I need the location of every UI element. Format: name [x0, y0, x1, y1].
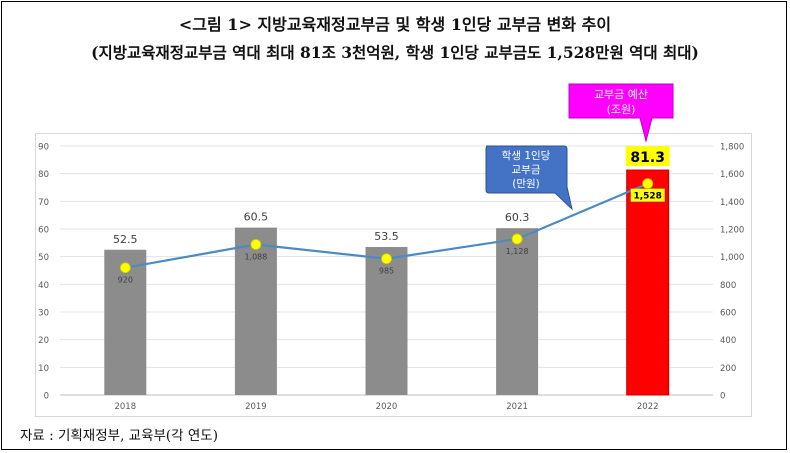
- bar-data-label: 81.3: [630, 150, 665, 166]
- per-student-callout-line1: 학생 1인당: [502, 150, 551, 162]
- y-tick-label-right: 0: [720, 392, 725, 402]
- budget-callout-line1: 교부금 예산: [594, 88, 648, 101]
- x-tick-label: 2019: [245, 402, 267, 412]
- per-student-callout-line3: (만원): [512, 178, 540, 190]
- budget-callout-shape: [568, 83, 674, 143]
- data-label-box: [625, 146, 670, 167]
- y-tick-label-right: 1,000: [720, 253, 744, 263]
- x-tick-label: 2022: [637, 402, 659, 412]
- line-marker: [381, 253, 392, 265]
- per-student-callout-line2: 교부금: [512, 164, 541, 176]
- y-tick-label-right: 800: [720, 281, 736, 291]
- y-tick-label-left: 0: [44, 392, 49, 402]
- line-marker: [642, 178, 654, 190]
- y-tick-label-left: 90: [38, 143, 49, 153]
- bar-data-label: 60.3: [505, 211, 530, 224]
- line-data-label: 1,528: [633, 192, 661, 202]
- line-marker: [250, 239, 262, 250]
- line-marker: [511, 233, 523, 245]
- figure-subtitle: (지방교육재정교부금 역대 최대 81조 3천억원, 학생 1인당 교부금도 1…: [91, 43, 699, 62]
- y-tick-label-left: 60: [38, 226, 49, 236]
- x-tick-label: 2021: [506, 402, 528, 412]
- bar-data-label: 60.5: [244, 211, 269, 224]
- bar: [626, 169, 670, 396]
- y-tick-label-right: 1,800: [720, 143, 744, 153]
- bar-data-label: 52.5: [113, 233, 138, 246]
- bar-data-label: 53.5: [374, 230, 399, 243]
- y-tick-label-left: 30: [38, 309, 49, 319]
- line-data-label: 920: [118, 276, 133, 285]
- line-marker: [119, 262, 131, 274]
- y-tick-label-right: 1,400: [720, 198, 744, 208]
- bar: [365, 246, 408, 395]
- y-tick-label-left: 40: [38, 281, 49, 291]
- y-tick-label-right: 1,200: [720, 226, 744, 236]
- line-data-label: 1,088: [244, 252, 267, 261]
- per-student-callout-shape: [485, 145, 573, 211]
- bar: [104, 249, 147, 395]
- figure-title: <그림 1> 지방교육재정교부금 및 학생 1인당 교부금 변화 추이: [178, 15, 612, 34]
- x-tick-label: 2020: [376, 402, 398, 412]
- y-tick-label-left: 70: [38, 198, 49, 208]
- source-note: 자료 : 기획재정부, 교육부(각 연도): [20, 428, 218, 444]
- y-tick-label-right: 400: [720, 336, 736, 346]
- y-tick-label-left: 80: [38, 170, 49, 180]
- y-tick-label-right: 200: [720, 364, 736, 374]
- y-tick-label-left: 10: [38, 364, 49, 374]
- y-tick-label-left: 20: [38, 336, 49, 346]
- line-data-label: 985: [379, 267, 394, 276]
- budget-callout-line2: (조원): [607, 103, 636, 116]
- y-tick-label-left: 50: [38, 253, 49, 263]
- y-tick-label-right: 600: [720, 309, 736, 319]
- y-tick-label-right: 1,600: [720, 170, 744, 180]
- line-data-label: 1,128: [506, 247, 529, 256]
- x-tick-label: 2018: [114, 402, 136, 412]
- data-label-box: [630, 188, 665, 202]
- bar: [234, 227, 277, 395]
- bar: [496, 228, 539, 395]
